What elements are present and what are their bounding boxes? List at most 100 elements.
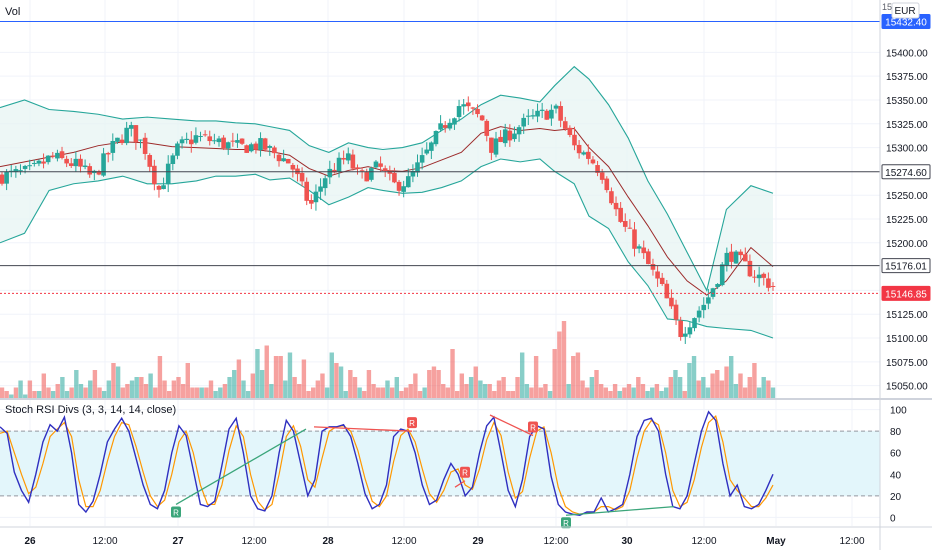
candle-body — [27, 165, 33, 167]
indicator-axis[interactable]: 100 80 60 40 20 0 — [890, 406, 907, 525]
candle-body — [336, 157, 342, 172]
divergence-line — [565, 505, 675, 516]
volume-bar — [88, 380, 93, 398]
volume-bar — [650, 387, 655, 398]
volume-bar — [506, 391, 511, 398]
volume-bar — [738, 373, 743, 398]
volume-bar — [696, 380, 701, 398]
candle-body — [521, 117, 526, 127]
volume-bar — [125, 384, 130, 398]
price-badge-label: 15176.01 — [885, 262, 927, 273]
volume-bar — [538, 387, 543, 398]
candle-body — [461, 104, 466, 107]
volume-bar — [482, 384, 488, 398]
volume-bar — [622, 387, 627, 398]
candle-body — [535, 110, 540, 117]
candle-body — [304, 181, 310, 201]
candle-body — [604, 178, 610, 191]
candles — [0, 96, 776, 344]
volume-bar — [111, 363, 116, 398]
volume-bar — [190, 387, 195, 398]
volume-bar — [278, 356, 283, 398]
candle-body — [392, 172, 397, 183]
time-tick-label: 28 — [322, 536, 334, 547]
candle-body — [447, 122, 453, 129]
volume-bar — [728, 356, 734, 398]
volume-bar — [515, 377, 520, 398]
time-axis[interactable]: 26 12:00 27 12:00 28 12:00 29 12:00 30 12:00 May 12… — [24, 536, 865, 547]
candle-body — [313, 191, 319, 203]
divergence-line — [175, 428, 307, 506]
candle-body — [147, 155, 153, 167]
candle-body — [396, 181, 402, 191]
candle-body — [133, 125, 139, 143]
candle-body — [456, 106, 462, 118]
divergence-line — [313, 426, 413, 432]
price-levels[interactable] — [0, 21, 880, 294]
candle-body — [36, 160, 42, 164]
volume-bar — [496, 380, 502, 398]
volume-bar — [594, 370, 599, 398]
candle-body — [706, 297, 711, 304]
candle-body — [682, 333, 688, 337]
volume-bar — [157, 356, 163, 398]
volume-bar — [250, 373, 256, 398]
candle-body — [632, 229, 637, 249]
divergence-label-box — [407, 417, 417, 429]
candle-body — [405, 176, 411, 188]
volume-bar — [747, 377, 752, 398]
volume-bar — [194, 387, 200, 398]
volume-bar — [329, 352, 334, 398]
indicator-title[interactable]: Stoch RSI Divs (3, 3, 14, 14, close) — [5, 404, 176, 416]
candle-body — [655, 271, 660, 279]
volume-bar — [543, 384, 548, 398]
candle-body — [170, 155, 176, 164]
candle-body — [576, 144, 582, 154]
volume-bar — [324, 387, 330, 398]
volume-bar — [715, 370, 720, 398]
candle-body — [733, 251, 739, 264]
candle-body — [22, 165, 28, 169]
candle-body — [549, 109, 554, 119]
volume-bar — [297, 384, 302, 398]
currency-badge[interactable]: EUR — [891, 2, 920, 19]
candle-body — [715, 284, 720, 287]
volume-bar — [399, 391, 404, 398]
volume-bar — [357, 387, 362, 398]
divergence-label: R — [530, 423, 536, 432]
indicator-tick-label: 40 — [890, 470, 902, 481]
candle-body — [692, 318, 697, 329]
price-axis[interactable]: 15400.00 15375.00 15350.00 15325.00 15300.00… — [886, 48, 928, 392]
candle-body — [322, 178, 328, 189]
candle-body — [636, 246, 642, 249]
candle-body — [641, 247, 647, 254]
volume-bar — [612, 384, 618, 398]
volume-bar — [608, 391, 613, 398]
candle-body — [156, 185, 162, 190]
candle-body — [544, 110, 550, 120]
volume-bar — [705, 387, 711, 398]
candle-body — [719, 264, 725, 286]
candle-body — [622, 221, 628, 227]
volume-bar — [575, 352, 581, 398]
volume-bar — [445, 387, 451, 398]
volume-bar — [23, 394, 28, 398]
volume-bar — [389, 387, 395, 398]
volume-bar — [770, 387, 776, 398]
divergence-label-box — [561, 517, 571, 529]
volume-bar — [659, 391, 664, 398]
volume-bar — [701, 377, 706, 398]
candle-body — [442, 125, 448, 128]
candle-body — [124, 127, 129, 144]
candle-body — [475, 108, 480, 115]
volume-bar — [380, 387, 386, 398]
candle-body — [50, 155, 56, 157]
volume-bar — [561, 321, 567, 398]
volume-bar — [487, 384, 492, 398]
candle-body — [161, 185, 166, 190]
candle-body — [747, 260, 753, 277]
volume-bar — [129, 380, 135, 398]
volume-legend-label[interactable]: Vol — [5, 6, 20, 18]
volume-bar — [431, 366, 437, 398]
